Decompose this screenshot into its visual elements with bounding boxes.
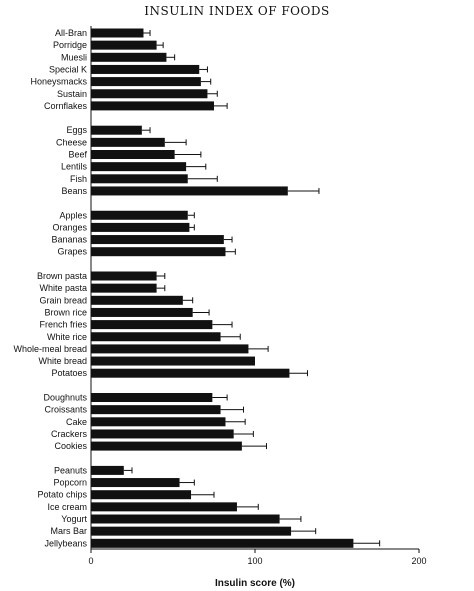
bar [91, 490, 192, 500]
category-label: Grain bread [39, 295, 87, 305]
category-label: French fries [39, 320, 87, 330]
bar [91, 538, 354, 548]
bar [91, 247, 226, 257]
bar [91, 40, 157, 50]
category-label: Cornflakes [44, 101, 88, 111]
bar [91, 137, 165, 147]
x-tick-label: 100 [247, 556, 262, 566]
bar [91, 332, 221, 342]
bar-group: Brown pasta White pasta Grain bread Brown r… [13, 271, 308, 378]
bar [91, 344, 249, 354]
bar [91, 89, 208, 99]
category-label: Muesli [61, 52, 87, 62]
category-label: Yogurt [61, 514, 87, 524]
category-label: Grapes [57, 247, 87, 257]
bar [91, 271, 157, 281]
bar [91, 478, 180, 488]
category-label: Bananas [51, 235, 87, 245]
category-label: Brown pasta [37, 271, 87, 281]
category-label: Mars Bar [50, 526, 87, 536]
bar-group: Apples Oranges Bananas Grapes [51, 210, 236, 257]
x-ticks: 0 100 200 [88, 549, 427, 566]
bar [91, 502, 237, 512]
category-label: Popcorn [53, 478, 87, 488]
bar [91, 162, 187, 172]
bar [91, 320, 213, 330]
bar [91, 526, 292, 536]
x-tick-label: 0 [88, 556, 93, 566]
category-label: Cookies [54, 441, 87, 451]
chart-title: INSULIN INDEX OF FOODS [144, 4, 329, 18]
category-label: Croissants [44, 405, 87, 415]
bar [91, 393, 213, 402]
category-label: Peanuts [54, 465, 88, 475]
category-label: All-Bran [55, 28, 87, 38]
bar [91, 174, 188, 184]
bar [91, 77, 201, 87]
bar [91, 52, 167, 62]
bar [91, 295, 183, 305]
bar [91, 64, 200, 74]
category-label: White pasta [39, 283, 87, 293]
bar [91, 186, 288, 196]
x-axis-title: Insulin score (%) [215, 578, 295, 589]
category-label: Porridge [53, 40, 87, 50]
category-label: Ice cream [47, 502, 87, 512]
category-label: Oranges [52, 222, 87, 232]
category-label: Cheese [56, 137, 87, 147]
category-label: Sustain [57, 89, 87, 99]
category-label: Apples [59, 210, 87, 220]
category-label: Beef [68, 150, 87, 160]
bar [91, 235, 224, 245]
bar [91, 441, 242, 451]
bar [91, 405, 221, 415]
category-label: Whole-meal bread [13, 344, 87, 354]
bar-group: Eggs Cheese Beef Lentils Fish Beans [56, 125, 320, 196]
bar [91, 150, 175, 159]
bar [91, 222, 190, 232]
bar [91, 28, 144, 38]
bar [91, 125, 142, 135]
category-label: Beans [61, 186, 87, 196]
category-label: Brown rice [44, 307, 87, 317]
category-label: Special K [49, 64, 87, 74]
category-label: Potatoes [51, 368, 87, 378]
category-label: Eggs [66, 125, 87, 135]
bar [91, 417, 226, 427]
bars-layer: All-Bran Porridge Muesli Special K Honeysmac… [13, 28, 381, 548]
bar [91, 101, 214, 111]
bar [91, 429, 234, 439]
bar-group: Peanuts Popcorn Potato chips Ice cream Yogur… [37, 465, 381, 548]
category-label: Cake [66, 417, 87, 427]
bar [91, 307, 193, 317]
category-label: Lentils [61, 162, 88, 172]
category-label: Jellybeans [44, 538, 87, 548]
category-label: Fish [70, 174, 87, 184]
bar-group: Doughnuts Croissants Cake Crackers Cookies [43, 393, 267, 451]
bar [91, 465, 124, 475]
bar [91, 210, 188, 220]
category-label: Honeysmacks [30, 77, 87, 87]
category-label: White rice [47, 332, 87, 342]
bar [91, 283, 157, 293]
x-tick-label: 200 [411, 556, 426, 566]
category-label: Potato chips [37, 490, 87, 500]
bar-group: All-Bran Porridge Muesli Special K Honeysmac… [30, 28, 228, 111]
bar [91, 368, 290, 378]
bar [91, 356, 255, 366]
category-label: White bread [38, 356, 87, 366]
category-label: Crackers [51, 429, 88, 439]
category-label: Doughnuts [43, 393, 87, 403]
bar [91, 514, 280, 524]
